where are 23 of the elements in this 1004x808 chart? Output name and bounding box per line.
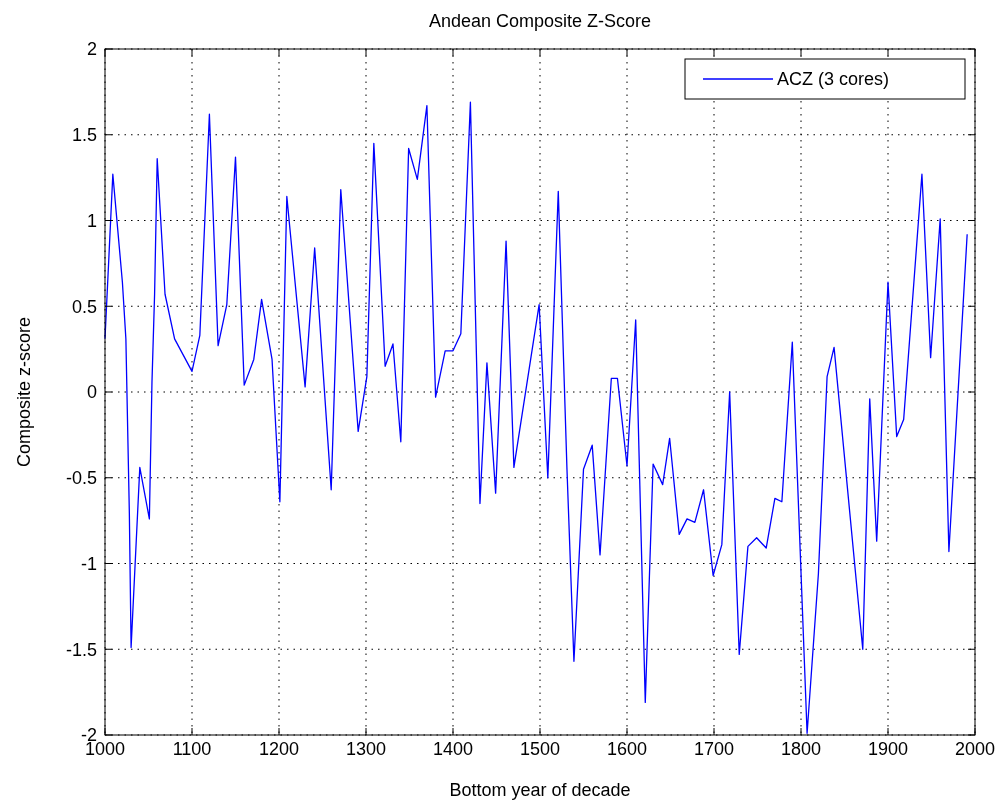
y-tick-label: 2 xyxy=(86,39,97,60)
y-tick-label: 0.5 xyxy=(71,296,97,317)
y-tick-label: -1 xyxy=(80,553,97,574)
x-tick-label: 1400 xyxy=(432,739,474,759)
x-axis-title: Bottom year of decade xyxy=(449,780,631,800)
y-tick-label: -0.5 xyxy=(65,468,97,489)
x-tick-label: 1600 xyxy=(606,739,648,759)
x-tick-label: 1800 xyxy=(780,739,822,759)
x-tick-label: 1300 xyxy=(345,739,387,759)
line-series xyxy=(104,101,968,734)
chart-title: Andean Composite Z-Score xyxy=(428,11,652,31)
y-tick-label: 0 xyxy=(86,382,97,403)
legend-label: ACZ (3 cores) xyxy=(777,69,890,90)
x-tick-label: 1200 xyxy=(258,739,300,759)
x-tick-label: 1900 xyxy=(867,739,909,759)
y-axis-title: Composite z-score xyxy=(14,316,34,468)
x-tick-label: 1500 xyxy=(519,739,561,759)
x-tick-label: 2000 xyxy=(954,739,996,759)
y-tick-label: 1 xyxy=(86,210,97,231)
x-tick-label: 1100 xyxy=(172,739,212,759)
x-tick-label: 1700 xyxy=(693,739,735,759)
y-tick-label: -1.5 xyxy=(65,639,97,660)
y-tick-label: 1.5 xyxy=(71,125,97,146)
